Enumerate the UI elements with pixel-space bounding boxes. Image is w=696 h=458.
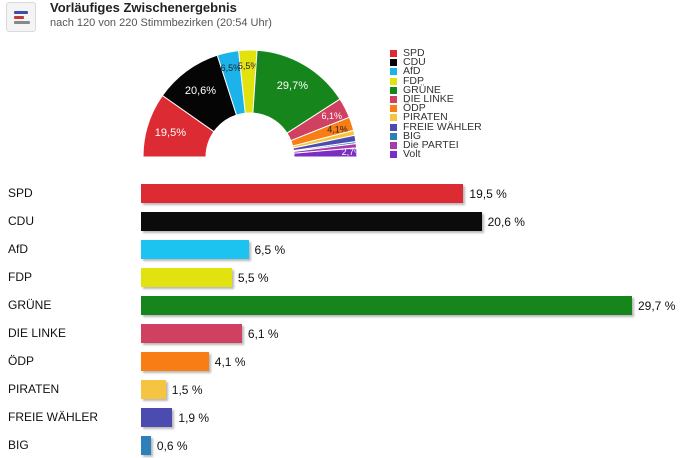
bar-value-label: 6,1 % (247, 327, 279, 341)
page-subtitle: nach 120 von 220 Stimmbezirken (20:54 Uh… (50, 17, 272, 29)
legend-swatch (390, 59, 397, 67)
legend-item-oedp: ÖDP (390, 102, 482, 115)
legend-label: AfD (403, 65, 421, 78)
legend-swatch (390, 77, 397, 85)
bar-spd (141, 184, 464, 203)
legend-swatch (390, 105, 397, 113)
legend-label: ÖDP (403, 102, 426, 115)
page-title: Vorläufiges Zwischenergebnis (50, 0, 237, 15)
bar-afd (141, 240, 249, 259)
legend-item-freie-waehler: FREIE WÄHLER (390, 120, 482, 133)
legend-label: Volt (403, 148, 421, 161)
bar-value-label: 0,6 % (156, 439, 188, 453)
bar-row-piraten: PIRATEN 1,5 % (0, 374, 696, 402)
legend-item-big: BIG (390, 129, 482, 142)
pie-label-spd: 19,5% (155, 127, 186, 139)
pie-slice-volt (293, 147, 358, 158)
legend-swatch (390, 141, 397, 149)
bar-cdu (141, 212, 482, 231)
pie-label-oedp: 4,1% (327, 124, 348, 134)
bar-category-label: GRÜNE (8, 298, 52, 312)
legend-item-afd: AfD (390, 65, 482, 78)
bar-row-big: BIG 0,6 % (0, 430, 696, 458)
legend-item-spd: SPD (390, 47, 482, 60)
bar-category-label: CDU (8, 214, 34, 228)
bar-row-cdu: CDU 20,6 % (0, 206, 696, 234)
bar-value-label: 1,5 % (171, 383, 203, 397)
legend-label: SPD (403, 47, 425, 60)
bar-category-label: FREIE WÄHLER (8, 410, 99, 424)
bar-row-gruene: GRÜNE 29,7 % (0, 290, 696, 318)
legend-swatch (390, 114, 397, 122)
bar-fdp (141, 268, 232, 287)
pie-label-volt: 2,7% (342, 147, 363, 157)
bar-oedp (141, 352, 209, 371)
bar-category-label: ÖDP (8, 354, 35, 368)
pie-label-afd: 6,5% (221, 63, 242, 73)
legend-item-die-linke: DIE LINKE (390, 93, 482, 106)
legend-swatch (390, 151, 397, 159)
legend-label: CDU (403, 56, 426, 69)
bar-row-fdp: FDP 5,5 % (0, 262, 696, 290)
bar-freie-waehler (141, 408, 173, 427)
bar-big (141, 436, 151, 455)
bar-die-linke (141, 324, 242, 343)
pie-label-die-linke: 6,1% (322, 111, 343, 121)
bar-row-oedp: ÖDP 4,1 % (0, 346, 696, 374)
legend-label: BIG (403, 129, 422, 142)
legend-item-die-partei: Die PARTEI (390, 138, 482, 151)
bar-category-label: AfD (8, 242, 29, 256)
bar-value-label: 6,5 % (254, 243, 286, 257)
legend-label: GRÜNE (403, 83, 441, 96)
legend-item-piraten: PIRATEN (390, 111, 482, 124)
bar-category-label: SPD (8, 186, 33, 200)
pie-label-gruene: 29,7% (277, 80, 308, 92)
legend-swatch (390, 68, 397, 76)
bar-value-label: 1,9 % (178, 411, 210, 425)
bar-chart-icon (6, 2, 36, 32)
pie-label-cdu: 20,6% (185, 85, 216, 97)
legend-swatch (390, 123, 397, 131)
legend-label: PIRATEN (403, 111, 448, 124)
legend-item-volt: Volt (390, 148, 482, 161)
bar-row-die-linke: DIE LINKE 6,1 % (0, 318, 696, 346)
bar-value-label: 20,6 % (487, 215, 525, 229)
semicircle-seat-chart: 19,5% 20,6% 6,5%5,5% 29,7% 6,1% 4,1% 2,7% (142, 49, 363, 158)
bar-category-label: PIRATEN (8, 382, 60, 396)
bar-value-label: 29,7 % (638, 299, 676, 313)
chart-legend: SPD CDU AfD FDP GRÜNE DIE LINKE ÖDP PIRATEN FREI… (390, 47, 482, 161)
legend-swatch (390, 86, 397, 94)
bar-value-label: 19,5 % (469, 187, 507, 201)
bar-row-freie-waehler: FREIE WÄHLER 1,9 % (0, 402, 696, 430)
legend-label: Die PARTEI (403, 138, 459, 151)
bar-row-spd: SPD 19,5 % (0, 178, 696, 206)
bar-value-label: 5,5 % (237, 271, 269, 285)
legend-label: FDP (403, 74, 424, 87)
bar-category-label: DIE LINKE (8, 326, 67, 340)
legend-label: FREIE WÄHLER (403, 120, 482, 133)
legend-swatch (390, 50, 397, 58)
bar-piraten (141, 380, 166, 399)
bar-gruene (141, 296, 632, 315)
legend-item-fdp: FDP (390, 74, 482, 87)
legend-item-gruene: GRÜNE (390, 83, 482, 96)
legend-swatch (390, 96, 397, 104)
bar-category-label: FDP (8, 270, 32, 284)
bar-category-label: BIG (8, 438, 29, 452)
bar-row-afd: AfD 6,5 % (0, 234, 696, 262)
legend-label: DIE LINKE (403, 93, 454, 106)
legend-item-cdu: CDU (390, 56, 482, 69)
bar-value-label: 4,1 % (214, 355, 246, 369)
legend-swatch (390, 132, 397, 140)
pie-label-fdp: 5,5% (238, 61, 259, 71)
